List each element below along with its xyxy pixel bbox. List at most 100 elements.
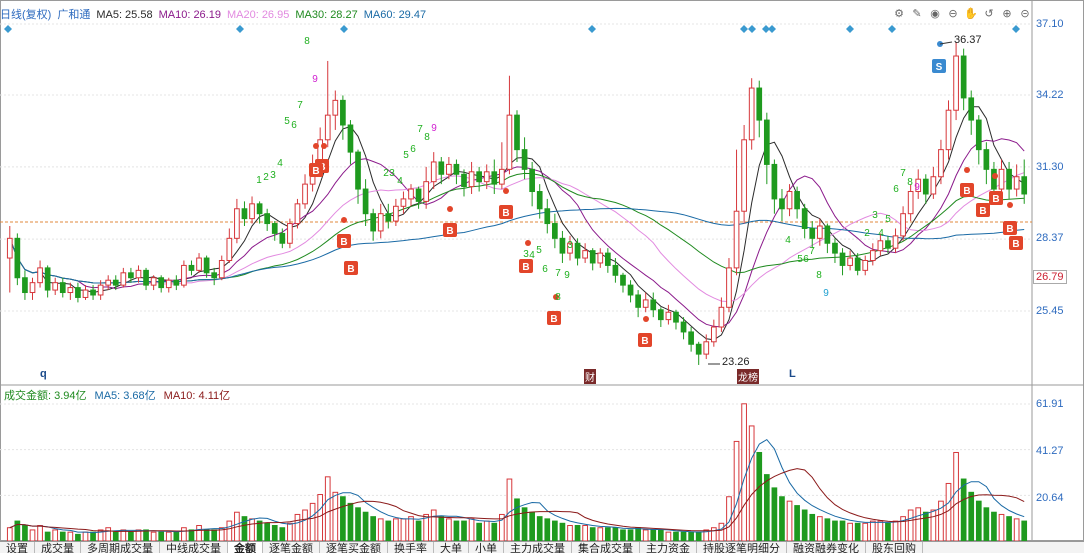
buy-signal-badge[interactable]: B [344, 261, 358, 275]
candle[interactable] [468, 161, 475, 194]
candle[interactable] [347, 120, 354, 165]
event-diamond[interactable] [768, 25, 776, 33]
candle[interactable] [900, 206, 906, 241]
collapse-icon[interactable]: ⊝ [1020, 7, 1030, 20]
candle[interactable] [90, 285, 96, 300]
candle[interactable] [150, 275, 157, 291]
candle[interactable] [877, 233, 884, 256]
buy-signal-badge[interactable]: B [976, 203, 990, 217]
candle[interactable] [506, 75, 513, 175]
candle[interactable] [188, 260, 195, 276]
candle[interactable] [211, 267, 218, 286]
tab-3[interactable]: 中线成交量 [160, 542, 228, 553]
candle[interactable] [22, 270, 28, 300]
buy-signal-badge[interactable]: B [1003, 221, 1017, 235]
candle[interactable] [885, 235, 891, 254]
buy-signal-badge[interactable]: B [547, 311, 561, 325]
candle[interactable] [59, 277, 66, 298]
candle[interactable] [234, 198, 240, 244]
candle[interactable] [529, 161, 535, 207]
candle[interactable] [393, 198, 399, 227]
candle[interactable] [627, 280, 634, 303]
candle[interactable] [763, 112, 770, 185]
buy-signal-badge[interactable]: B [337, 234, 351, 248]
buy-signal-badge[interactable]: B [989, 191, 1003, 205]
candle[interactable] [559, 230, 566, 263]
candle[interactable] [930, 166, 937, 199]
candle[interactable] [589, 248, 596, 271]
candle[interactable] [741, 125, 747, 224]
tab-9[interactable]: 小单 [469, 542, 504, 553]
candle[interactable] [816, 218, 823, 246]
candle[interactable] [112, 275, 119, 291]
candle[interactable] [203, 255, 210, 278]
reset-icon[interactable]: ↺ [984, 7, 994, 20]
buy-signal-badge[interactable]: B [1009, 236, 1023, 250]
candle[interactable] [582, 243, 588, 263]
tab-11[interactable]: 集合成交量 [572, 542, 640, 553]
candle[interactable] [385, 203, 392, 229]
candle[interactable] [726, 258, 732, 313]
candle[interactable] [332, 90, 339, 130]
buy-signal-badge[interactable]: B [638, 333, 652, 347]
candle[interactable] [423, 166, 430, 209]
candle[interactable] [514, 110, 520, 162]
event-diamond[interactable] [340, 25, 348, 33]
candle[interactable] [665, 304, 672, 325]
settings-icon[interactable]: ⚙ [894, 7, 904, 20]
buy-signal-badge[interactable]: B [499, 205, 513, 219]
candle[interactable] [862, 255, 869, 276]
eye-icon[interactable]: ◉ [930, 7, 940, 20]
candle[interactable] [37, 260, 43, 288]
candle[interactable] [794, 186, 800, 219]
candle[interactable] [218, 255, 225, 281]
candle[interactable] [249, 196, 255, 224]
candle[interactable] [82, 285, 89, 300]
tab-13[interactable]: 持股逐笔明细分 [697, 542, 787, 553]
candle[interactable] [1021, 159, 1028, 204]
candle[interactable] [574, 238, 581, 266]
candle[interactable] [370, 208, 377, 241]
candle[interactable] [400, 191, 407, 214]
candle[interactable] [824, 223, 831, 254]
candle[interactable] [718, 297, 725, 332]
event-diamond[interactable] [236, 25, 244, 33]
candle[interactable] [854, 253, 861, 276]
candle[interactable] [453, 159, 460, 185]
candle[interactable] [688, 327, 694, 352]
candle[interactable] [748, 78, 755, 150]
candle[interactable] [302, 174, 308, 209]
candle[interactable] [779, 189, 785, 222]
period-label[interactable]: 日线(复权) [0, 9, 52, 21]
tab-14[interactable]: 融资融券变化 [787, 542, 866, 553]
tab-15[interactable]: 股东回购 [866, 542, 923, 553]
tab-6[interactable]: 逐笔买金额 [320, 542, 388, 553]
candle[interactable] [612, 258, 619, 283]
candle[interactable] [461, 169, 467, 197]
tab-2[interactable]: 多周期成交量 [81, 542, 160, 553]
tab-8[interactable]: 大单 [434, 542, 469, 553]
candle[interactable] [29, 277, 36, 300]
candle[interactable] [642, 292, 649, 313]
candle[interactable] [241, 201, 248, 227]
candle[interactable] [446, 157, 452, 180]
candle[interactable] [657, 307, 664, 328]
event-diamond[interactable] [4, 25, 12, 33]
candle[interactable] [801, 203, 808, 239]
candle[interactable] [809, 221, 816, 249]
candle[interactable] [695, 341, 702, 365]
candle[interactable] [998, 159, 1005, 197]
candle[interactable] [408, 184, 414, 207]
candle[interactable] [953, 41, 959, 121]
candle[interactable] [377, 203, 384, 239]
candle[interactable] [52, 277, 59, 295]
candle[interactable] [196, 253, 202, 273]
candle[interactable] [499, 142, 505, 190]
candle[interactable] [771, 159, 778, 214]
candle[interactable] [128, 267, 134, 283]
tab-12[interactable]: 主力资金 [640, 542, 697, 553]
candle[interactable] [355, 149, 361, 204]
candle[interactable] [271, 221, 278, 241]
event-diamond[interactable] [762, 25, 770, 33]
